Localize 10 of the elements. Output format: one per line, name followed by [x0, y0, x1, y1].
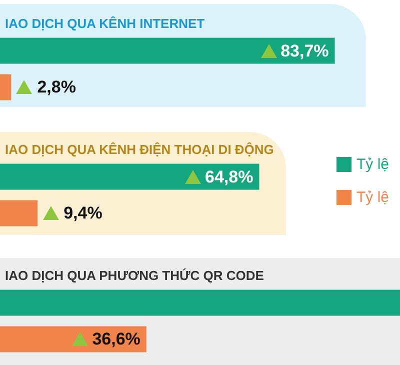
data-label: 9,4%	[64, 204, 102, 223]
data-label: 36,6%	[92, 330, 140, 349]
data-label: 64,8%	[204, 167, 254, 186]
legend-label: Tỷ lệ	[356, 189, 390, 206]
data-label: 83,7%	[280, 41, 329, 60]
text: IAO DỊCH QUA KÊNH ĐIỆN THOẠI DI ĐỘNG	[5, 142, 274, 157]
text: IAO DỊCH QUA PHƯƠNG THỨC QR CODE	[5, 268, 264, 283]
data-label: 2,8%	[37, 78, 76, 97]
text: IAO DỊCH QUA KÊNH INTERNET	[5, 16, 205, 31]
legend-label: Tỷ lệ	[356, 156, 390, 173]
